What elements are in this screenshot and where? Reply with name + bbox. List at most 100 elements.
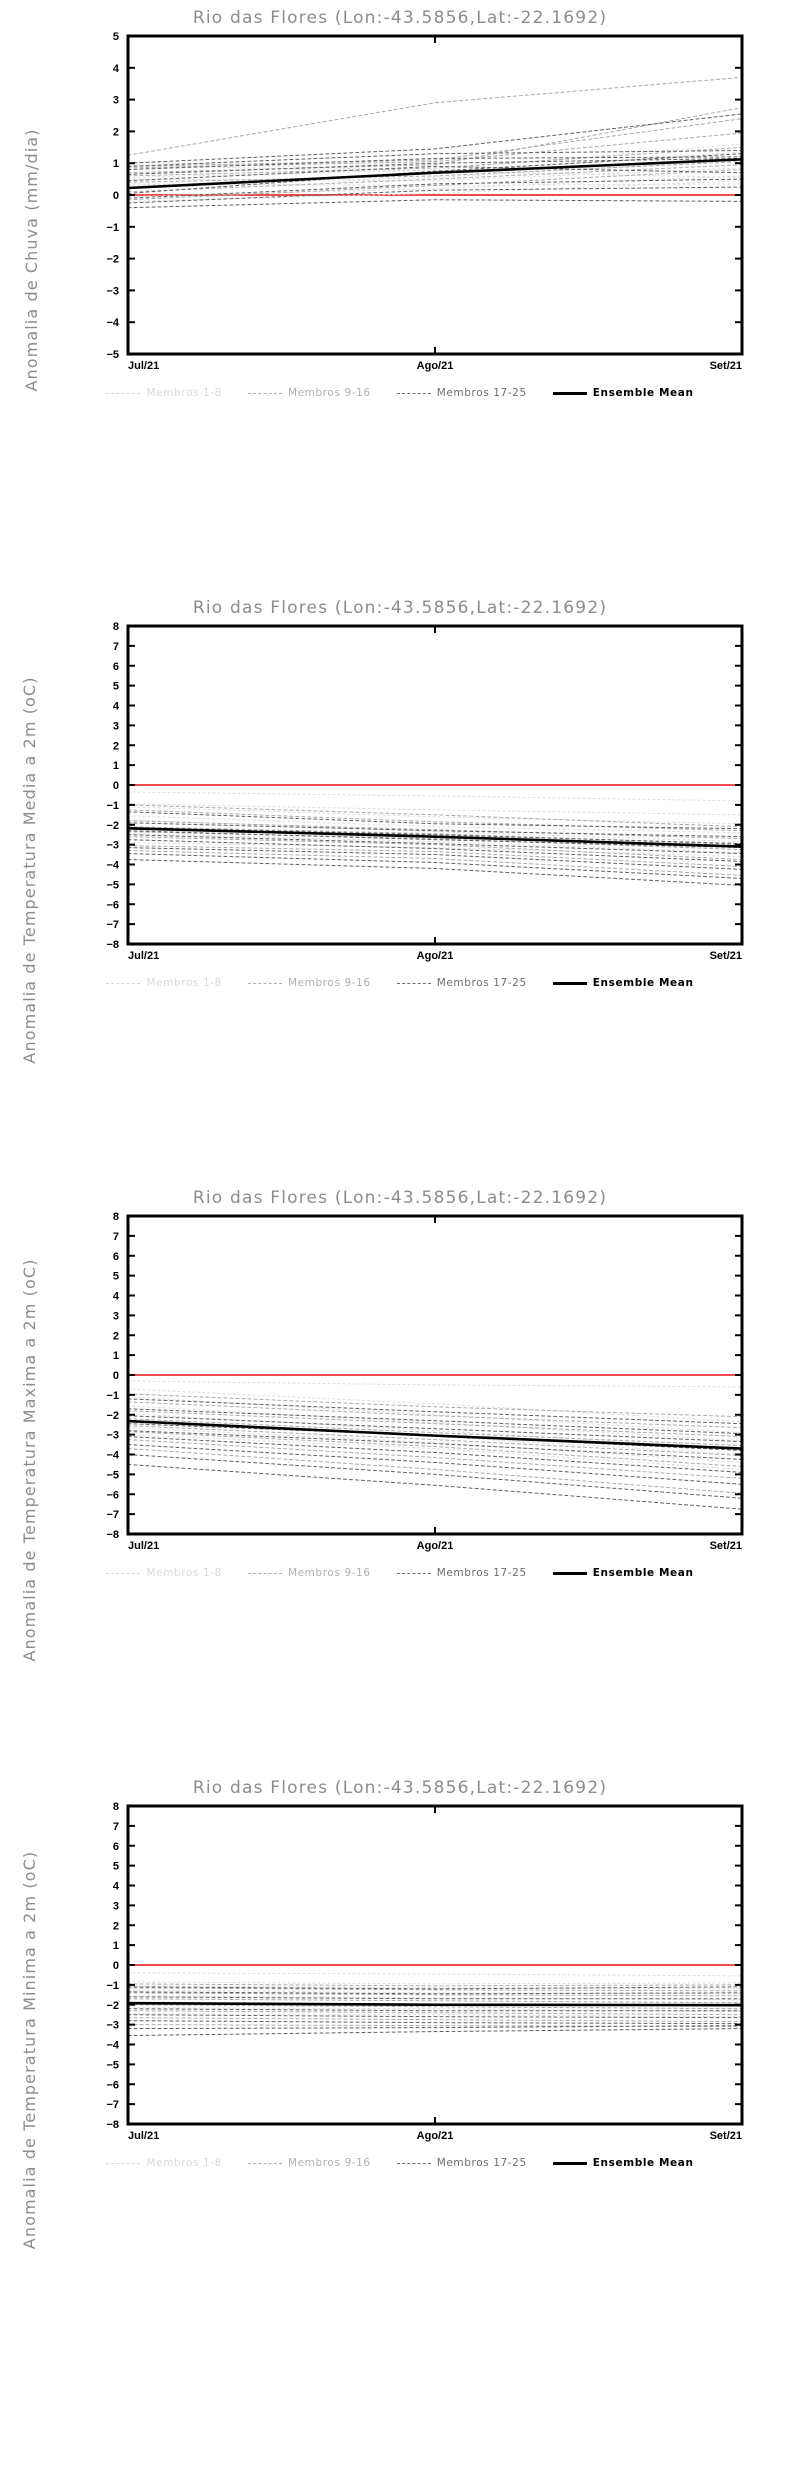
member-line bbox=[127, 113, 743, 164]
y-tick-label: −4 bbox=[106, 1450, 119, 1462]
member-line bbox=[127, 178, 743, 199]
y-axis-label: Anomalia de Temperatura Minima a 2m (oC) bbox=[20, 1850, 39, 2250]
y-tick-label: 8 bbox=[113, 1211, 119, 1223]
member-line bbox=[127, 820, 743, 840]
chart-panel-tmax: Rio das Flores (Lon:-43.5856,Lat:-22.169… bbox=[0, 1180, 800, 1770]
member-line bbox=[127, 1448, 743, 1494]
legend-item[interactable]: Membros 9-16 bbox=[247, 1567, 371, 1579]
legend-item[interactable]: Membros 1-8 bbox=[106, 1567, 221, 1579]
y-tick-label: 0 bbox=[113, 1960, 119, 1972]
y-tick-label: −5 bbox=[106, 1469, 119, 1481]
member-line bbox=[127, 76, 743, 156]
member-line bbox=[127, 833, 743, 854]
legend-item[interactable]: Membros 9-16 bbox=[247, 977, 371, 989]
y-tick-label: 3 bbox=[113, 1900, 119, 1912]
plot-area: Rio das Flores (Lon:-43.5856,Lat:-22.169… bbox=[0, 1770, 800, 2360]
legend-line-swatch bbox=[106, 982, 141, 984]
member-line bbox=[127, 1436, 743, 1473]
x-tick-label: Set/21 bbox=[710, 950, 742, 962]
member-line bbox=[127, 803, 743, 816]
legend-item[interactable]: Ensemble Mean bbox=[552, 977, 694, 989]
legend-item[interactable]: Ensemble Mean bbox=[552, 1567, 694, 1579]
y-tick-label: 1 bbox=[113, 158, 119, 170]
member-line bbox=[127, 1972, 743, 1977]
member-line bbox=[127, 815, 743, 834]
member-line bbox=[127, 1985, 743, 1990]
member-line bbox=[127, 1463, 743, 1510]
y-tick-label: −3 bbox=[106, 840, 119, 852]
member-line bbox=[127, 2028, 743, 2037]
chart-title: Rio das Flores (Lon:-43.5856,Lat:-22.169… bbox=[192, 1188, 608, 1208]
member-line bbox=[127, 2004, 743, 2010]
y-tick-label: −6 bbox=[106, 2079, 119, 2091]
y-tick-label: 5 bbox=[113, 1861, 119, 1873]
legend-line-swatch bbox=[552, 1571, 587, 1575]
legend-item[interactable]: Membros 17-25 bbox=[396, 1567, 527, 1579]
legend-item[interactable]: Membros 9-16 bbox=[247, 2157, 371, 2169]
x-tick-label: Ago/21 bbox=[417, 2130, 454, 2142]
member-line bbox=[127, 2008, 743, 2012]
y-tick-label: 1 bbox=[113, 1350, 119, 1362]
y-tick-label: 4 bbox=[113, 701, 120, 713]
y-tick-label: −3 bbox=[106, 1430, 119, 1442]
chart-title: Rio das Flores (Lon:-43.5856,Lat:-22.169… bbox=[192, 598, 608, 618]
legend-label: Membros 1-8 bbox=[146, 977, 222, 989]
chart-title: Rio das Flores (Lon:-43.5856,Lat:-22.169… bbox=[192, 1778, 608, 1798]
x-tick-label: Ago/21 bbox=[417, 1540, 454, 1552]
member-line bbox=[127, 1996, 743, 2000]
member-line bbox=[127, 156, 743, 171]
legend-item[interactable]: Membros 1-8 bbox=[106, 387, 221, 399]
legend-item[interactable]: Membros 17-25 bbox=[396, 387, 527, 399]
y-tick-label: −6 bbox=[106, 899, 119, 911]
member-line bbox=[127, 830, 743, 849]
member-line bbox=[127, 1410, 743, 1438]
legend-label: Membros 9-16 bbox=[287, 977, 371, 989]
chart-legend: Membros 1-8 Membros 9-16 Membros 17-25 Ense… bbox=[0, 2152, 800, 2174]
plot-svg: −8 −7 −6 −5 −4 −3 −2 −1 0 1 2 3 4 5 6 7 8 Jul/21 Ago/21 Set… bbox=[106, 621, 744, 962]
legend-item[interactable]: Membros 9-16 bbox=[247, 387, 371, 399]
y-tick-label: 8 bbox=[113, 1801, 119, 1813]
y-tick-label: −1 bbox=[106, 800, 119, 812]
member-line bbox=[127, 1401, 743, 1429]
ensemble-mean-line bbox=[126, 827, 744, 848]
y-tick-label: 6 bbox=[113, 661, 119, 673]
y-tick-label: −7 bbox=[106, 2099, 119, 2111]
member-line bbox=[127, 1987, 743, 1992]
legend-item[interactable]: Membros 17-25 bbox=[396, 2157, 527, 2169]
plot-area: Rio das Flores (Lon:-43.5856,Lat:-22.169… bbox=[0, 0, 800, 590]
chart-panel-precip: Rio das Flores (Lon:-43.5856,Lat:-22.169… bbox=[0, 0, 800, 590]
member-line bbox=[127, 1981, 743, 1985]
y-tick-label: −3 bbox=[106, 285, 119, 297]
member-line bbox=[127, 107, 743, 174]
chart-panel-tmean: Rio das Flores (Lon:-43.5856,Lat:-22.169… bbox=[0, 590, 800, 1180]
legend-label: Membros 9-16 bbox=[287, 1567, 371, 1579]
member-line bbox=[127, 1413, 743, 1450]
x-tick-label: Set/21 bbox=[710, 1540, 742, 1552]
member-line bbox=[127, 2017, 743, 2023]
plot-area: Rio das Flores (Lon:-43.5856,Lat:-22.169… bbox=[0, 1180, 800, 1770]
legend-item[interactable]: Ensemble Mean bbox=[552, 2157, 694, 2169]
y-tick-label: 7 bbox=[113, 1821, 119, 1833]
member-line bbox=[127, 806, 743, 825]
y-tick-label: −8 bbox=[106, 1529, 119, 1541]
y-tick-label: −6 bbox=[106, 1489, 119, 1501]
x-tick-label: Jul/21 bbox=[128, 1540, 159, 1552]
y-tick-label: 7 bbox=[113, 1231, 119, 1243]
member-line bbox=[127, 1393, 743, 1418]
x-tick-label: Set/21 bbox=[710, 2130, 742, 2142]
y-tick-label: 5 bbox=[113, 1271, 119, 1283]
legend-label: Ensemble Mean bbox=[592, 977, 694, 989]
y-tick-label: −8 bbox=[106, 939, 119, 951]
legend-item[interactable]: Membros 17-25 bbox=[396, 977, 527, 989]
legend-item[interactable]: Membros 1-8 bbox=[106, 977, 221, 989]
member-line bbox=[127, 859, 743, 886]
legend-item[interactable]: Membros 1-8 bbox=[106, 2157, 221, 2169]
member-line bbox=[127, 1986, 743, 1990]
y-tick-label: −8 bbox=[106, 2119, 119, 2131]
legend-line-swatch bbox=[247, 2162, 282, 2164]
legend-item[interactable]: Ensemble Mean bbox=[552, 387, 694, 399]
plot-area: Rio das Flores (Lon:-43.5856,Lat:-22.169… bbox=[0, 590, 800, 1180]
y-tick-label: −5 bbox=[106, 2059, 119, 2071]
plot-svg: −8 −7 −6 −5 −4 −3 −2 −1 0 1 2 3 4 5 6 7 8 Jul/21 Ago/21 Set… bbox=[106, 1211, 744, 1552]
